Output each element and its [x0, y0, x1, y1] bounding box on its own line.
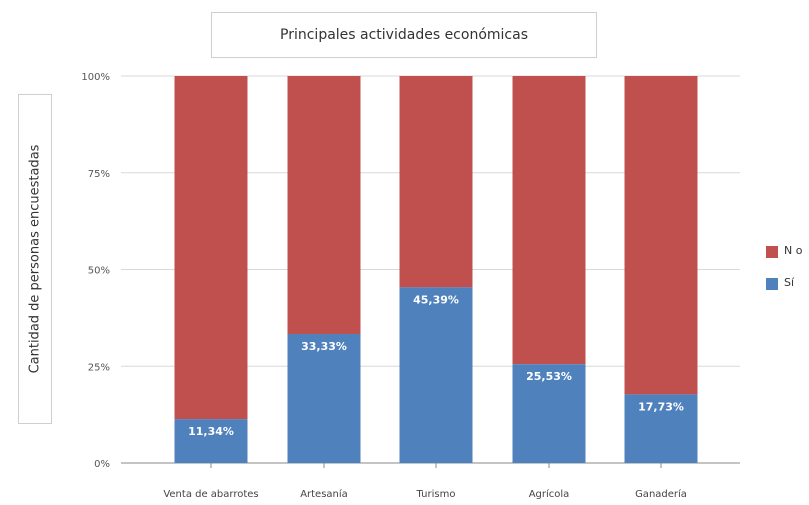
legend-swatch-no [766, 246, 778, 258]
bar-segment-no [174, 76, 248, 420]
x-tick-label: Agrícola [529, 488, 570, 500]
data-label: 33,33% [301, 340, 347, 353]
bar-segment-si [174, 419, 248, 463]
y-tick-label: 50% [88, 266, 110, 277]
y-axis-label-box: Cantidad de personas encuestadas [18, 94, 52, 424]
x-tick-label: Ganadería [635, 488, 687, 500]
bar-segment-si [512, 364, 586, 463]
y-tick-label: 0% [94, 459, 110, 470]
data-label: 45,39% [413, 293, 459, 306]
legend-label-si: Sí [784, 276, 795, 289]
data-label: 11,34% [188, 425, 234, 438]
legend-label-no: N o [784, 244, 803, 257]
chart-title-box: Principales actividades económicas [211, 12, 597, 58]
y-tick-label: 25% [88, 362, 110, 373]
y-tick-label: 75% [88, 169, 110, 180]
bar-segment-no [399, 76, 473, 288]
bar-segment-si [624, 394, 698, 463]
chart-title: Principales actividades económicas [280, 27, 528, 43]
bar-segment-si [399, 287, 473, 463]
data-label: 25,53% [526, 370, 572, 383]
x-tick-label: Turismo [416, 489, 456, 500]
y-tick-label: 100% [81, 72, 110, 83]
bar-segment-si [287, 334, 361, 463]
x-tick-label: Venta de abarrotes [163, 489, 258, 500]
legend-swatch-si [766, 278, 778, 290]
x-tick-label: Artesanía [300, 488, 348, 500]
data-label: 17,73% [638, 400, 684, 413]
bar-segment-no [624, 76, 698, 395]
bar-segment-no [512, 76, 586, 365]
bar-segment-no [287, 76, 361, 335]
